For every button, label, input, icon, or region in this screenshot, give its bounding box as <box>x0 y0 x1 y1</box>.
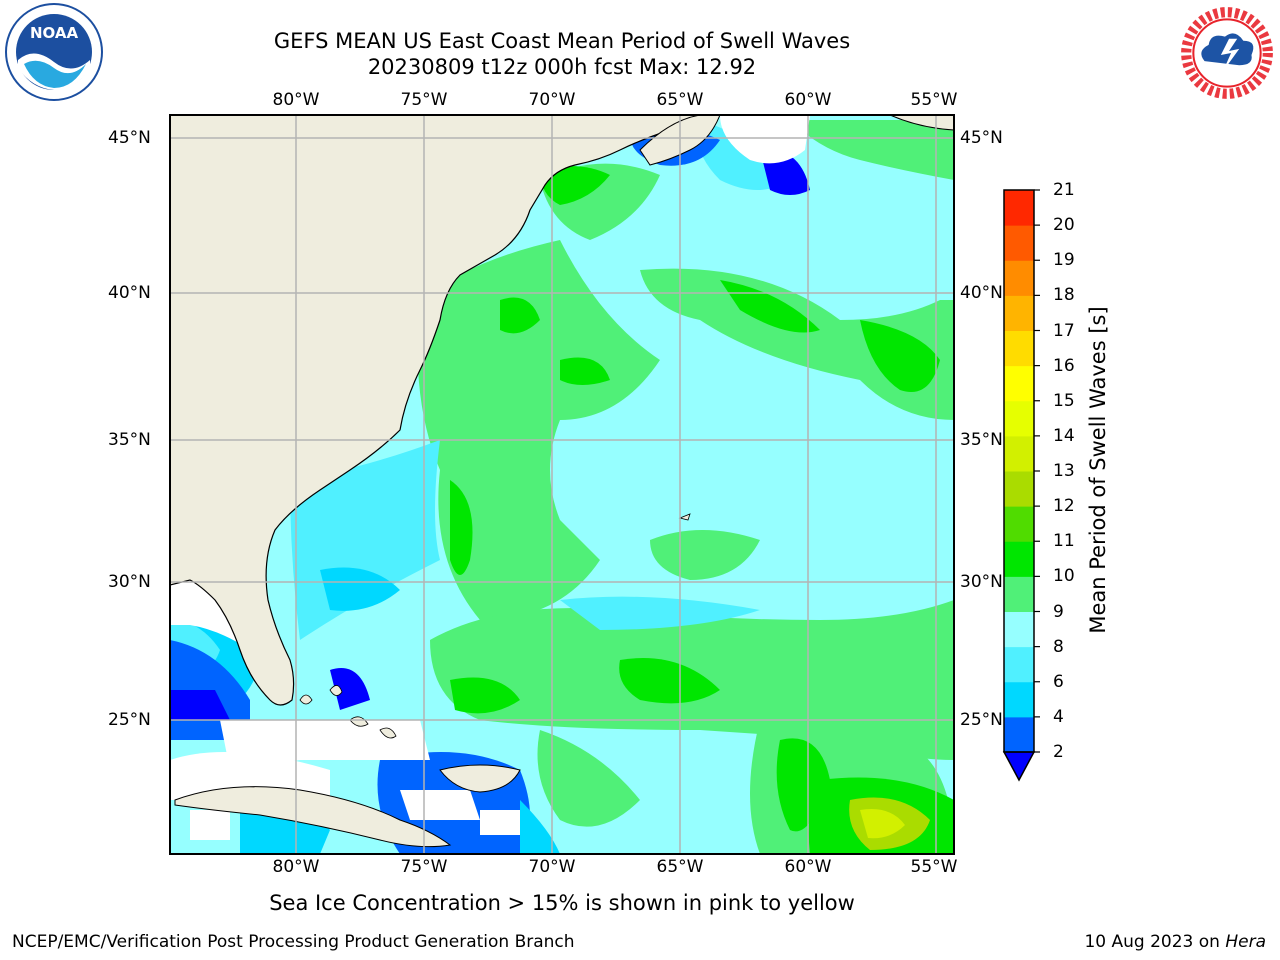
footer-host: Hera <box>1225 932 1266 952</box>
map-frame <box>169 114 955 855</box>
colorbar-tick-label: 15 <box>1053 390 1075 411</box>
lon-label-top: 60°W <box>784 90 832 110</box>
colorbar-bin <box>1004 681 1034 718</box>
sea-ice-caption: Sea Ice Concentration > 15% is shown in … <box>269 891 855 915</box>
lat-label-left: 35°N <box>108 430 151 450</box>
colorbar <box>1002 189 1040 782</box>
colorbar-tick-label: 11 <box>1053 531 1075 552</box>
colorbar-tick-label: 12 <box>1053 496 1075 517</box>
lon-label-bottom: 60°W <box>784 857 832 877</box>
lon-label-top: 55°W <box>910 90 958 110</box>
map-subtitle: 20230809 t12z 000h fcst Max: 12.92 <box>367 55 757 79</box>
colorbar-tick-label: 8 <box>1053 636 1064 657</box>
lat-label-right: 35°N <box>960 430 1003 450</box>
colorbar-bin <box>1004 225 1034 261</box>
lon-label-bottom: 70°W <box>528 857 576 877</box>
lat-label-left: 40°N <box>108 283 151 303</box>
colorbar-bin <box>1004 576 1034 612</box>
footer-date-text: 10 Aug 2023 on <box>1084 932 1226 952</box>
lat-label-left: 45°N <box>108 128 151 148</box>
colorbar-tick-label: 4 <box>1053 706 1064 727</box>
nws-logo <box>1178 4 1276 102</box>
swell-period-field <box>170 115 954 854</box>
colorbar-tick-label: 19 <box>1053 250 1075 271</box>
footer-organization: NCEP/EMC/Verification Post Processing Pr… <box>12 932 575 952</box>
colorbar-tick-label: 16 <box>1053 355 1075 376</box>
colorbar-tick-label: 21 <box>1053 180 1075 200</box>
noaa-logo: NOAA <box>5 3 103 101</box>
lon-label-bottom: 65°W <box>656 857 704 877</box>
colorbar-tick-label: 6 <box>1053 671 1064 692</box>
lat-label-right: 25°N <box>960 710 1003 730</box>
colorbar-bin <box>1004 190 1034 226</box>
colorbar-under-arrow <box>1002 751 1036 782</box>
lat-label-left: 25°N <box>108 710 151 730</box>
colorbar-tick-label: 2 <box>1053 742 1064 762</box>
footer-date: 10 Aug 2023 on Hera <box>1084 932 1266 952</box>
colorbar-bin <box>1004 471 1034 507</box>
lon-label-top: 65°W <box>656 90 704 110</box>
colorbar-bin <box>1004 330 1034 367</box>
lat-label-right: 40°N <box>960 283 1003 303</box>
svg-text:NOAA: NOAA <box>30 24 79 42</box>
colorbar-tick-label: 20 <box>1053 215 1075 236</box>
colorbar-bin <box>1004 295 1034 331</box>
graticule <box>170 115 954 854</box>
lon-label-top: 80°W <box>272 90 320 110</box>
colorbar-tick-label: 9 <box>1053 601 1064 622</box>
lat-label-right: 30°N <box>960 572 1003 592</box>
lat-label-right: 45°N <box>960 128 1003 148</box>
colorbar-bin <box>1004 365 1034 402</box>
colorbar-tick-label: 13 <box>1053 461 1075 481</box>
colorbar-bin <box>1004 506 1034 542</box>
lon-label-top: 70°W <box>528 90 576 110</box>
cuba-land <box>174 786 452 848</box>
lon-label-bottom: 55°W <box>910 857 958 877</box>
map-title: GEFS MEAN US East Coast Mean Period of S… <box>273 29 851 53</box>
colorbar-bin <box>1004 646 1034 683</box>
colorbar-tick-label: 17 <box>1053 320 1075 341</box>
colorbar-bin <box>1004 611 1034 648</box>
colorbar-bin <box>1004 400 1034 437</box>
colorbar-bin <box>1004 716 1034 753</box>
lon-label-bottom: 75°W <box>400 857 448 877</box>
colorbar-bin <box>1004 541 1034 577</box>
colorbar-bin <box>1004 260 1034 296</box>
north-america-land <box>170 115 701 706</box>
lat-label-left: 30°N <box>108 572 151 592</box>
colorbar-tick-label: 18 <box>1053 285 1075 306</box>
colorbar-bin <box>1004 435 1034 472</box>
colorbar-tick-label: 14 <box>1053 425 1075 446</box>
colorbar-tick-label: 10 <box>1053 566 1075 587</box>
lon-label-bottom: 80°W <box>272 857 320 877</box>
lon-label-top: 75°W <box>400 90 448 110</box>
colorbar-title: Mean Period of Swell Waves [s] <box>1086 306 1110 634</box>
